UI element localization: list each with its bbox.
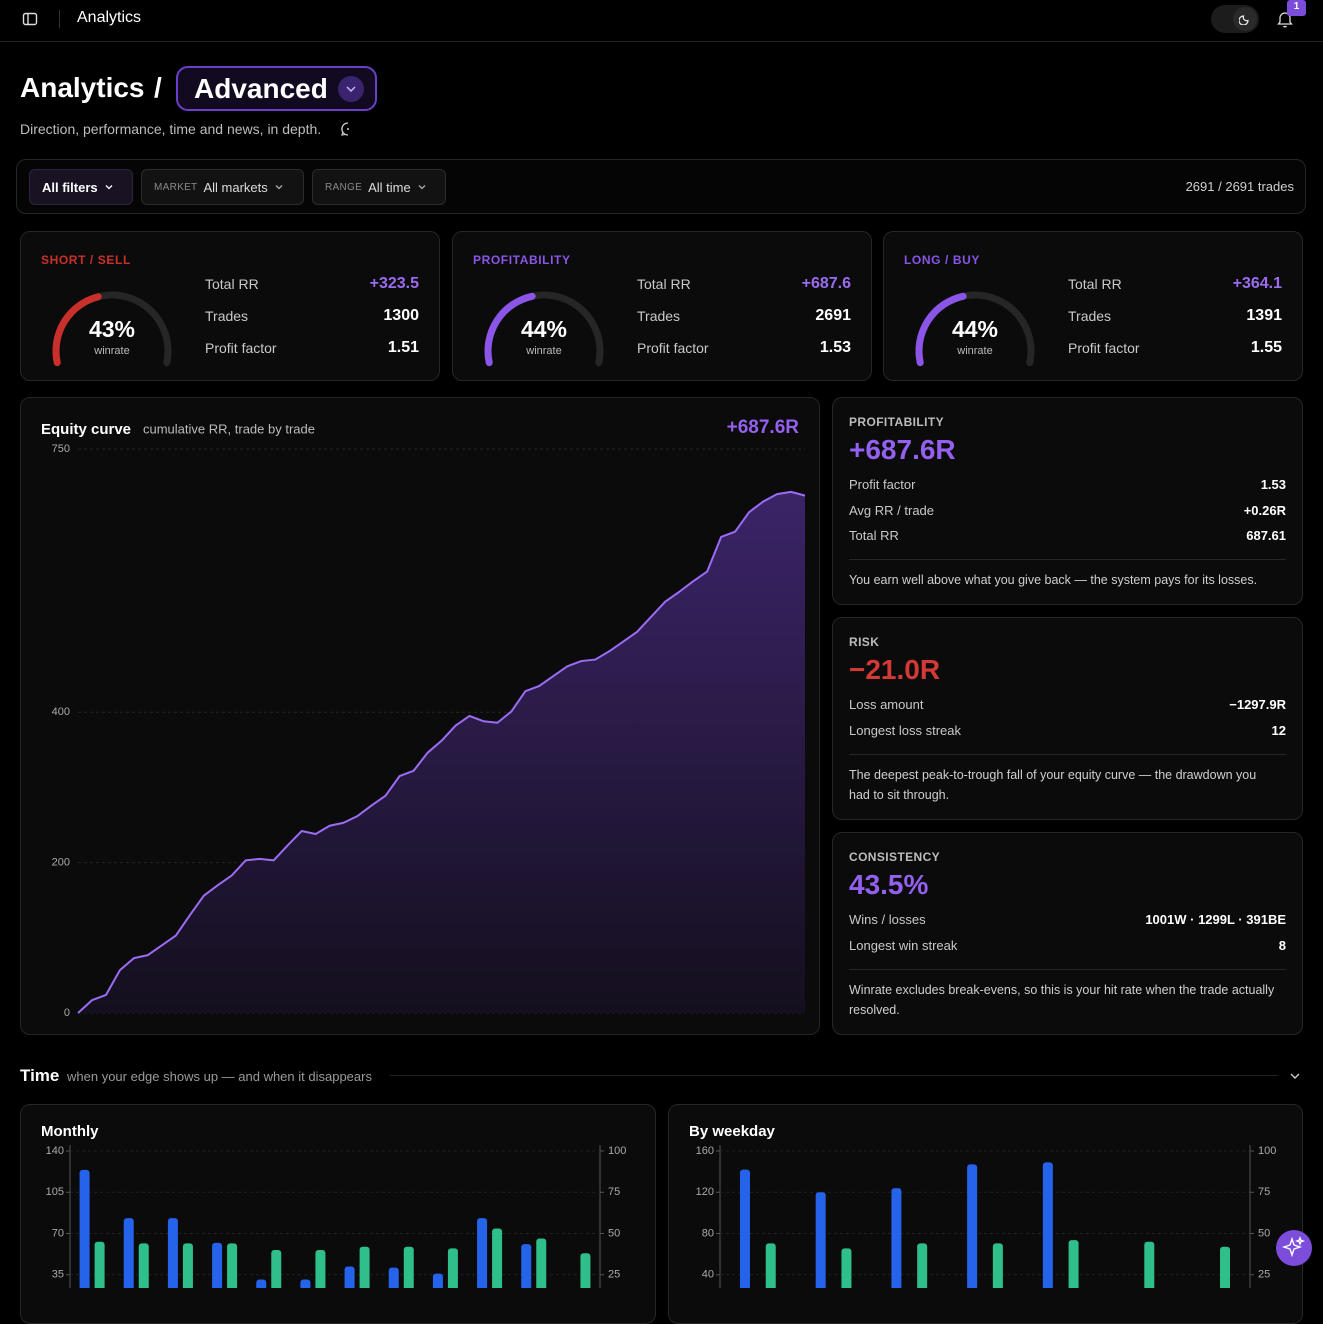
gauge-caption: winrate (93, 345, 129, 357)
market-filter[interactable]: MARKET All markets (141, 169, 304, 205)
stat-value: 1300 (383, 307, 419, 324)
stat-value: +364.1 (1232, 275, 1282, 292)
stat-value: +323.5 (369, 275, 419, 292)
stat-row-value: 1.53 (1260, 477, 1286, 492)
market-label: MARKET (154, 181, 198, 193)
all-filters-button[interactable]: All filters (29, 169, 133, 205)
feedback-icon[interactable] (340, 121, 356, 137)
gauge-value (484, 292, 536, 367)
weekday-card (668, 1104, 1303, 1324)
all-filters-label: All filters (42, 179, 98, 195)
stat-label: Total RR (205, 276, 259, 292)
trade-count: 2691 / 2691 trades (1185, 179, 1294, 194)
stat-value: 1.53 (819, 339, 851, 356)
stat-card-value: 43.5% (849, 869, 929, 900)
gauge-card: PROFITABILITY 44% winrate Total RR +687.6 Tra… (452, 231, 872, 381)
gauge: 43% winrate (52, 291, 172, 367)
stat-card-value: +687.6R (849, 434, 956, 465)
stat-row-label: Longest win streak (849, 937, 958, 953)
separator (59, 10, 60, 28)
theme-toggle[interactable] (1211, 5, 1259, 33)
stat-card: CONSISTENCY 43.5% Wins / losses 1001W · 129… (832, 832, 1303, 1035)
range-label: RANGE (325, 181, 363, 193)
stat-note: The deepest peak-to-trough fall of your … (849, 767, 1257, 802)
range-value: All time (368, 179, 411, 195)
gauge-card: SHORT / SELL 43% winrate Total RR +323.5 Trad… (20, 231, 440, 381)
gauge-percent: 44% (952, 316, 998, 342)
gauge-label: SHORT / SELL (41, 253, 131, 267)
equity-card (20, 397, 820, 1035)
stat-card-label: RISK (849, 635, 880, 649)
gauge-percent: 43% (89, 316, 135, 342)
section-collapse[interactable] (1288, 1069, 1302, 1083)
stat-card-value: −21.0R (849, 654, 941, 685)
stat-label: Total RR (1068, 276, 1122, 292)
stat-label: Total RR (637, 276, 691, 292)
range-filter[interactable]: RANGE All time (312, 169, 446, 205)
stat-card: RISK −21.0R Loss amount −1297.9R Longest los… (832, 617, 1303, 820)
section-title: Time (20, 1066, 60, 1085)
stat-row-value: 8 (1278, 937, 1286, 953)
gauge: 44% winrate (915, 291, 1035, 367)
gauge-value (52, 293, 102, 367)
breadcrumb-separator: / (154, 72, 162, 103)
topbar-title: Analytics (77, 9, 142, 26)
stat-row-label: Avg RR / trade (849, 502, 935, 518)
stat-row-label: Profit factor (849, 477, 916, 492)
divider (849, 753, 1286, 755)
gauge-label: LONG / BUY (904, 253, 981, 267)
assistant-button[interactable] (1276, 1230, 1312, 1266)
stat-note: Winrate excludes break-evens, so this is… (849, 982, 1275, 1017)
market-value: All markets (203, 179, 268, 195)
section-rule (390, 1075, 1278, 1076)
gauge-percent: 44% (521, 316, 567, 342)
section-subtitle: when your edge shows up — and when it di… (67, 1069, 372, 1084)
stat-label: Trades (637, 308, 681, 324)
stat-label: Trades (205, 308, 249, 324)
stat-card: PROFITABILITY +687.6R Profit factor 1.53 Avg… (832, 397, 1303, 605)
sidebar-toggle[interactable] (22, 11, 38, 27)
stat-row-value: 1001W · 1299L · 391BE (1145, 912, 1286, 927)
stat-row-label: Total RR (849, 528, 899, 543)
stat-row-label: Longest loss streak (849, 722, 962, 738)
stat-row-value: +0.26R (1243, 502, 1286, 518)
stat-value: 1.55 (1250, 339, 1282, 356)
stat-row-value: 12 (1271, 722, 1286, 738)
stat-label: Profit factor (637, 340, 709, 356)
stat-value: 2691 (815, 307, 851, 324)
stat-value: 1.51 (387, 339, 419, 356)
stat-card-label: CONSISTENCY (849, 850, 941, 864)
divider (849, 968, 1286, 970)
gauge-caption: winrate (525, 345, 561, 357)
stat-row-label: Loss amount (849, 697, 924, 712)
gauge-label: PROFITABILITY (473, 253, 571, 267)
stat-value: +687.6 (801, 275, 851, 292)
stat-card-label: PROFITABILITY (849, 415, 944, 429)
gauge: 44% winrate (484, 291, 604, 367)
stat-label: Profit factor (1068, 340, 1140, 356)
stat-label: Trades (1068, 308, 1112, 324)
notification-badge: 1 (1287, 0, 1306, 16)
gauge-caption: winrate (956, 345, 992, 357)
view-chevron (338, 76, 364, 102)
stat-row-label: Wins / losses (849, 912, 926, 927)
stat-label: Profit factor (205, 340, 277, 356)
stat-row-value: 687.61 (1246, 528, 1286, 543)
topbar: Analytics 1 (0, 0, 1323, 42)
monthly-card (20, 1104, 656, 1324)
stat-note: You earn well above what you give back —… (849, 573, 1258, 587)
page-subtitle: Direction, performance, time and news, i… (20, 121, 322, 137)
gauge-card: LONG / BUY 44% winrate Total RR +364.1 Trades… (883, 231, 1303, 381)
page-title: Analytics (20, 72, 145, 103)
view-selector[interactable]: Advanced (176, 66, 377, 111)
view-name: Advanced (194, 73, 328, 104)
stat-row-value: −1297.9R (1229, 697, 1286, 712)
divider (849, 559, 1286, 560)
gauge-value (915, 292, 967, 367)
stat-value: 1391 (1246, 307, 1282, 324)
